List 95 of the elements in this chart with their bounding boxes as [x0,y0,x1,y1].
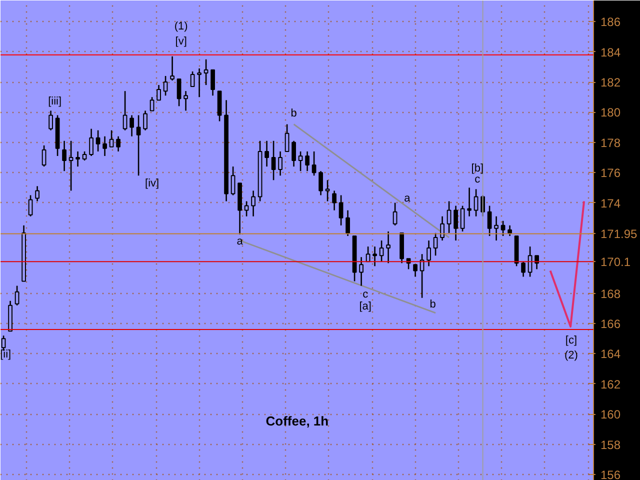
candlestick [487,205,492,237]
candlestick [494,216,498,242]
annotation: (1) [174,20,188,32]
y-tick-label: 162 [600,377,621,392]
annotation: [c] [565,334,578,346]
candlestick [379,240,384,262]
candlestick [305,150,310,172]
candlestick [122,90,128,131]
ref-line-label: 171.95 [600,227,638,242]
candlestick [413,264,418,278]
candlestick [62,140,66,172]
annotation: [v] [175,36,187,48]
candlestick [346,210,350,237]
y-tick-label: 184 [600,45,621,60]
candlestick [28,194,33,217]
annotation: b [290,108,297,120]
candlestick [386,230,390,264]
candlestick [190,70,195,88]
candlestick [136,114,141,176]
candlestick [338,194,344,226]
annotation: a [236,236,244,248]
y-tick-label: 156 [600,468,621,480]
candlestick [392,202,398,226]
annotation: b [430,298,436,310]
candlestick [440,216,444,242]
candlestick [271,140,276,181]
candlestick [204,58,208,86]
candlestick [82,150,87,162]
candlestick [372,246,377,267]
y-tick-label: 164 [600,347,621,362]
annotation: c [474,174,481,186]
candlestick [264,140,269,168]
candlestick [176,78,182,107]
candlestick [312,150,316,176]
candlestick [230,166,236,196]
y-tick-label: 182 [600,76,621,90]
candlestick [467,187,472,217]
candlestick [426,240,431,267]
text: Coffee, 1h [266,414,329,428]
candlestick [454,205,458,242]
y-tick-label: 160 [600,408,621,422]
candlestick [89,128,94,157]
candlestick [460,205,465,232]
y-tick-label: 186 [600,15,621,30]
candlestick [508,224,512,237]
candlestick [251,190,256,217]
candlestick [35,186,40,202]
y-tick-label: 158 [600,438,621,452]
annotation: [b] [471,162,484,174]
y-tick-label: 178 [600,136,621,150]
candlestick [143,110,148,131]
annotation: [iii] [48,96,62,108]
candlestick [332,190,336,211]
annotation: a [404,192,412,204]
candlestick [292,140,296,168]
candlestick [500,220,506,237]
annotation: [a] [359,300,372,312]
y-tick-label: 174 [600,196,621,210]
candlestick [130,114,134,137]
candlestick [325,179,330,202]
annotation: (2) [564,350,578,362]
candlestick [48,110,53,131]
candlestick [68,140,74,192]
annotation: [iv] [145,178,160,190]
candlestick [521,260,526,278]
annotation: c [362,288,369,300]
candlestick [156,84,161,101]
candlestick [150,96,154,112]
candlestick [184,90,188,112]
candlestick [210,69,215,96]
candlestick [197,68,202,98]
y-tick-label: 168 [600,286,621,301]
candlestick [170,56,174,82]
candlestick [163,75,168,96]
candlestick [474,188,478,217]
y-tick-label: 176 [600,166,621,180]
candlestick [109,130,114,148]
candlestick [298,150,303,172]
y-tick-label: 180 [600,106,621,120]
candlestick [14,285,20,306]
candlestick [116,136,120,152]
candlestick [76,150,80,168]
y-tick-label: 166 [600,317,621,332]
candlestick [284,124,290,152]
candlestick [102,136,107,157]
candlestick [244,200,249,217]
ref-line-label: 170.1 [600,255,631,270]
candlestick [433,232,438,256]
candlestick [96,130,100,152]
candlestick [318,170,323,196]
candlestick [359,256,364,286]
candlestick [278,150,282,176]
candlestick [446,200,452,234]
candlestick [42,144,46,168]
annotation: [ii] [0,348,12,360]
